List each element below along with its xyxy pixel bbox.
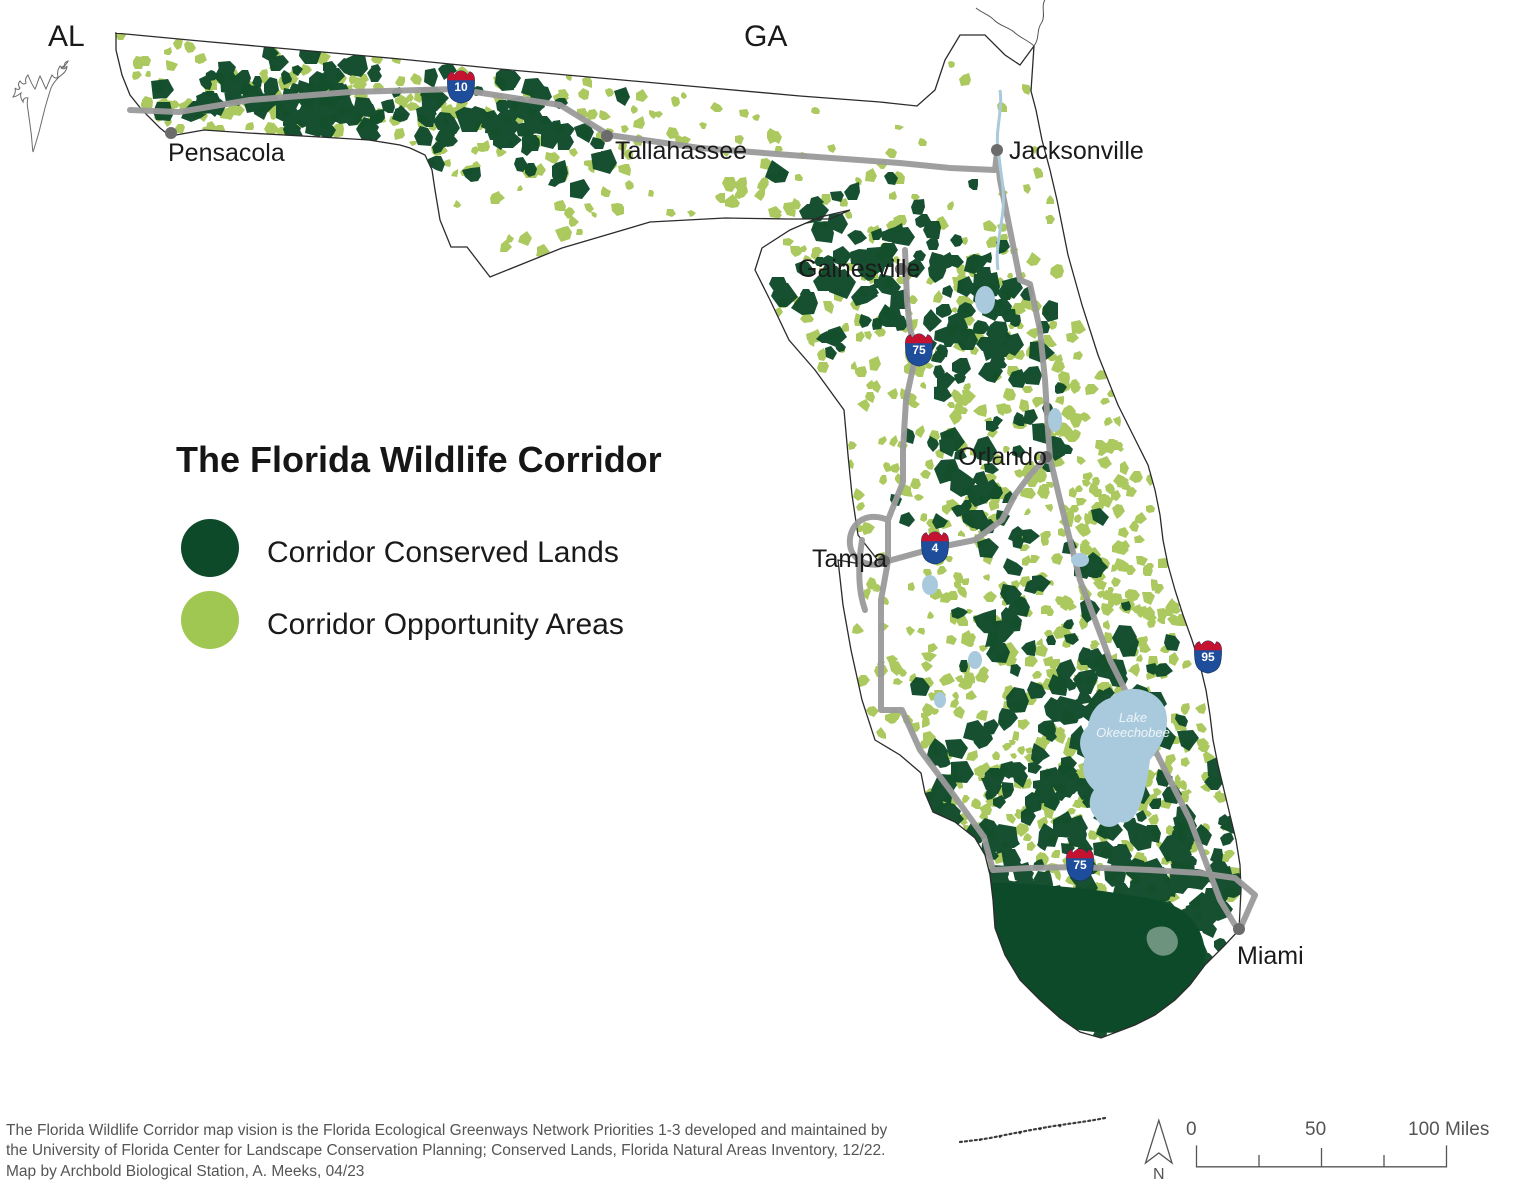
svg-text:4: 4 [932,541,939,555]
svg-text:Miami: Miami [1237,942,1304,970]
svg-text:N: N [1153,1166,1165,1183]
svg-text:Jacksonville: Jacksonville [1009,137,1144,165]
svg-text:75: 75 [912,343,926,357]
svg-text:Tampa: Tampa [812,545,887,573]
svg-text:10: 10 [454,80,468,94]
svg-text:Map by Archbold Biological Sta: Map by Archbold Biological Station, A. M… [6,1163,364,1180]
svg-text:the University of Florida Cent: the University of Florida Center for Lan… [6,1142,885,1159]
svg-text:Gainesville: Gainesville [798,255,920,283]
svg-text:Orlando: Orlando [958,443,1047,471]
svg-text:Pensacola: Pensacola [168,139,285,167]
svg-text:AL: AL [48,20,85,53]
svg-text:The Florida Wildlife Corridor: The Florida Wildlife Corridor [176,439,662,480]
svg-text:Lake: Lake [1119,710,1147,725]
svg-text:Tallahassee: Tallahassee [615,137,747,165]
svg-text:Corridor Conserved Lands: Corridor Conserved Lands [267,536,619,569]
svg-text:95: 95 [1201,650,1215,664]
svg-text:0: 0 [1186,1119,1197,1140]
svg-text:Okeechobee: Okeechobee [1096,725,1170,740]
svg-text:100 Miles: 100 Miles [1408,1119,1489,1140]
svg-text:GA: GA [744,20,787,53]
svg-text:The Florida Wildlife Corridor: The Florida Wildlife Corridor map vision… [6,1122,888,1139]
svg-text:50: 50 [1305,1119,1326,1140]
svg-text:Corridor Opportunity Areas: Corridor Opportunity Areas [267,608,624,641]
svg-text:75: 75 [1073,858,1087,872]
